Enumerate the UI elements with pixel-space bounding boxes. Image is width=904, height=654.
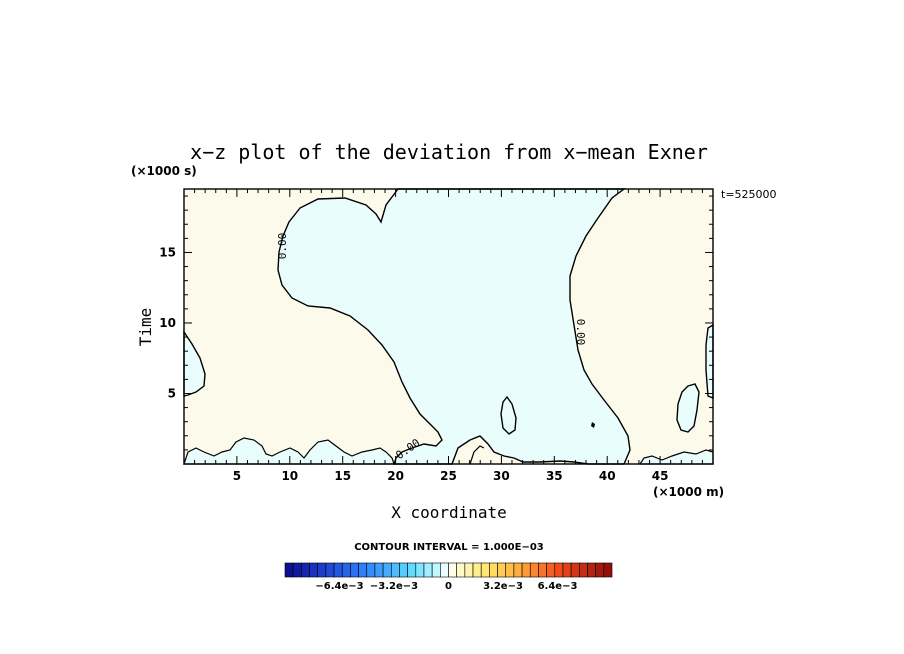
chart-title: x−z plot of the deviation from x−mean Ex…: [190, 140, 708, 164]
colorbar: [284, 562, 613, 578]
colorbar-cell: [317, 562, 327, 578]
colorbar-cell: [325, 562, 335, 578]
colorbar-cell: [448, 562, 457, 578]
negative-region-main: [277, 188, 631, 465]
colorbar-cell: [350, 562, 359, 578]
colorbar-tick-label: −6.4e−3: [315, 581, 363, 592]
colorbar-cell: [513, 562, 523, 578]
colorbar-cell: [284, 562, 294, 578]
negative-dot: [591, 422, 595, 428]
negative-island-right: [676, 383, 700, 433]
bottom-bump-mid: [469, 445, 485, 465]
colorbar-cell: [505, 562, 515, 578]
x-tick-label: 40: [599, 469, 616, 483]
colorbar-cell: [333, 562, 343, 578]
x-tick-label: 10: [281, 469, 298, 483]
x-tick-label: 45: [652, 469, 669, 483]
colorbar-cell: [587, 562, 596, 578]
colorbar-cell: [521, 562, 531, 578]
colorbar-cell: [546, 562, 556, 578]
x-tick-label: 20: [387, 469, 404, 483]
x-tick-label: 35: [546, 469, 563, 483]
colorbar-cell: [472, 562, 482, 578]
colorbar-tick-label: 3.2e−3: [483, 581, 523, 592]
contour-label-right: 0.00: [574, 319, 587, 346]
contour-interval-label: CONTOUR INTERVAL = 1.000E−03: [354, 542, 544, 553]
colorbar-cell: [309, 562, 318, 578]
colorbar-cell: [489, 562, 498, 578]
x-tick-label: 25: [440, 469, 457, 483]
y-tick-labels: 5 10 15: [159, 245, 176, 400]
colorbar-cell: [603, 562, 613, 578]
colorbar-cell: [423, 562, 433, 578]
colorbar-cell: [480, 562, 490, 578]
colorbar-cell: [538, 562, 547, 578]
colorbar-cell: [595, 562, 605, 578]
colorbar-cell: [440, 562, 449, 578]
colorbar-cell: [578, 562, 588, 578]
negative-region-left: [183, 329, 206, 397]
colorbar-tick-label: 6.4e−3: [538, 581, 578, 592]
y-tick-label: 5: [168, 386, 176, 400]
colorbar-tick-label: 0: [445, 581, 452, 592]
colorbar-cell: [464, 562, 474, 578]
colorbar-cell: [456, 562, 466, 578]
colorbar-cell: [407, 562, 417, 578]
colorbar-cell: [292, 562, 302, 578]
x-tick-label: 5: [233, 469, 241, 483]
colorbar-cell: [366, 562, 376, 578]
x-axis-label: X coordinate: [391, 503, 507, 522]
x-tick-labels: 5 10 15 20 25 30 35 40 45: [233, 469, 669, 483]
colorbar-cell: [301, 562, 310, 578]
y-tick-label: 10: [159, 316, 176, 330]
plot-area: 0.00 0.00 0.00: [183, 188, 714, 465]
colorbar-cell: [341, 562, 351, 578]
colorbar-cell: [399, 562, 408, 578]
x-tick-label: 15: [334, 469, 351, 483]
negative-region-right: [705, 323, 714, 400]
colorbar-cell: [497, 562, 507, 578]
y-unit-label: (×1000 s): [131, 164, 197, 178]
colorbar-tick-labels: −6.4e−3 −3.2e−3 0 3.2e−3 6.4e−3: [315, 581, 577, 592]
colorbar-cell: [415, 562, 425, 578]
colorbar-cell: [382, 562, 392, 578]
negative-island-center: [500, 395, 517, 435]
colorbar-cell: [431, 562, 441, 578]
x-tick-label: 30: [493, 469, 510, 483]
x-unit-label: (×1000 m): [653, 485, 724, 499]
colorbar-cell: [529, 562, 539, 578]
colorbar-cell: [358, 562, 368, 578]
colorbar-tick-label: −3.2e−3: [370, 581, 418, 592]
y-tick-label: 15: [159, 245, 176, 259]
time-label: t=525000: [721, 188, 777, 201]
colorbar-cell: [374, 562, 384, 578]
colorbar-cell: [570, 562, 580, 578]
tick-marks: [184, 189, 713, 464]
contour-label-left: 0.00: [276, 233, 289, 260]
y-axis-label: Time: [136, 308, 155, 347]
colorbar-cell: [554, 562, 564, 578]
colorbar-cell: [390, 562, 400, 578]
colorbar-cell: [562, 562, 572, 578]
